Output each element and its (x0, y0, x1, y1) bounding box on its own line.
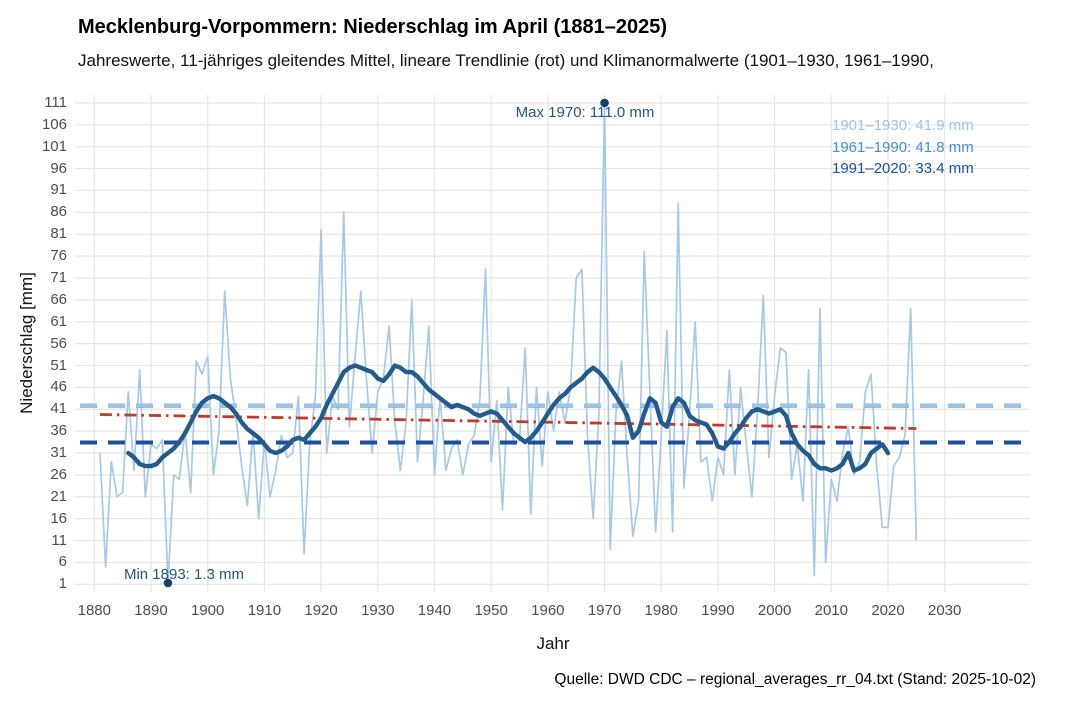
y-tick-label: 71 (50, 268, 67, 286)
y-tick-label: 91 (50, 181, 67, 199)
trend-line (99, 413, 917, 430)
x-tick-label: 1940 (417, 602, 452, 619)
y-tick-label: 81 (50, 225, 67, 243)
chart-subtitle: Jahreswerte, 11-jähriges gleitendes Mitt… (78, 51, 934, 70)
legend-entry: 1901–1930: 41.9 mm (832, 117, 974, 134)
y-tick-label: 106 (41, 115, 67, 133)
y-tick-label: 31 (50, 444, 67, 462)
y-tick-label: 51 (50, 356, 67, 374)
min-point (163, 578, 173, 588)
max-point (600, 98, 609, 108)
x-tick-label: 1930 (361, 602, 395, 619)
x-tick-label: 2010 (814, 602, 848, 619)
y-tick-label: 41 (50, 400, 67, 418)
annual-values-line (99, 102, 918, 584)
source-caption: Quelle: DWD CDC – regional_averages_rr_0… (554, 671, 1036, 688)
climate-normals-legend: 1901–1930: 41.9 mm 1961–1990: 41.8 mm 1991… (832, 115, 974, 180)
x-tick-label: 1890 (134, 602, 168, 619)
x-tick-label: 1900 (190, 602, 225, 619)
y-tick-label: 6 (58, 553, 67, 571)
y-tick-label: 11 (51, 531, 67, 549)
y-tick-label: 111 (44, 93, 67, 111)
y-tick-label: 96 (50, 159, 67, 177)
x-tick-label: 1950 (474, 602, 508, 619)
x-tick-label: 1910 (247, 602, 282, 619)
y-tick-label: 46 (50, 378, 67, 396)
y-tick-label: 21 (50, 487, 67, 505)
max-annotation: Max 1970: 111.0 mm (515, 104, 655, 121)
page-title: Mecklenburg-Vorpommern: Niederschlag im … (78, 16, 668, 38)
y-tick-label: 86 (50, 203, 67, 221)
y-tick-label: 101 (41, 137, 67, 155)
y-tick-label: 66 (50, 290, 67, 308)
x-tick-label: 2030 (928, 602, 962, 619)
x-tick-label: 2020 (871, 602, 905, 619)
x-tick-label: 1880 (77, 602, 111, 619)
x-tick-label: 1990 (701, 602, 735, 619)
x-axis-label: Jahr (536, 634, 570, 653)
legend-entry: 1961–1990: 41.8 mm (832, 138, 974, 156)
x-tick-label: 1960 (531, 602, 565, 619)
y-tick-label: 36 (50, 422, 67, 440)
y-tick-label: 26 (50, 465, 67, 483)
y-tick-label: 56 (50, 334, 67, 352)
y-tick-label: 76 (50, 247, 67, 265)
y-tick-label: 1 (58, 575, 67, 593)
moving-average-line (126, 363, 891, 473)
x-tick-label: 1920 (304, 602, 338, 619)
y-tick-label: 16 (50, 509, 67, 527)
x-tick-label: 1980 (644, 602, 678, 619)
x-tick-label: 1970 (587, 602, 622, 619)
min-annotation: Min 1893: 1.3 mm (123, 566, 245, 583)
y-tick-label: 61 (50, 312, 67, 330)
x-tick-label: 2000 (757, 602, 792, 619)
legend-entry: 1991–2020: 33.4 mm (832, 160, 974, 177)
